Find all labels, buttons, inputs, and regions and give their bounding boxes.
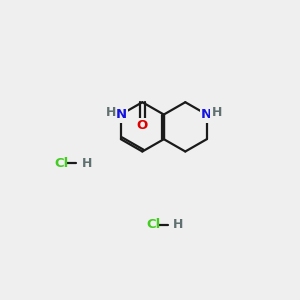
Text: N: N (201, 108, 212, 121)
Text: O: O (137, 119, 148, 132)
Text: Cl: Cl (146, 218, 160, 231)
Text: H: H (106, 106, 116, 119)
Text: H: H (82, 157, 92, 169)
Text: N: N (115, 108, 126, 121)
Text: H: H (212, 106, 222, 119)
Text: Cl: Cl (55, 157, 69, 169)
Text: H: H (173, 218, 184, 231)
